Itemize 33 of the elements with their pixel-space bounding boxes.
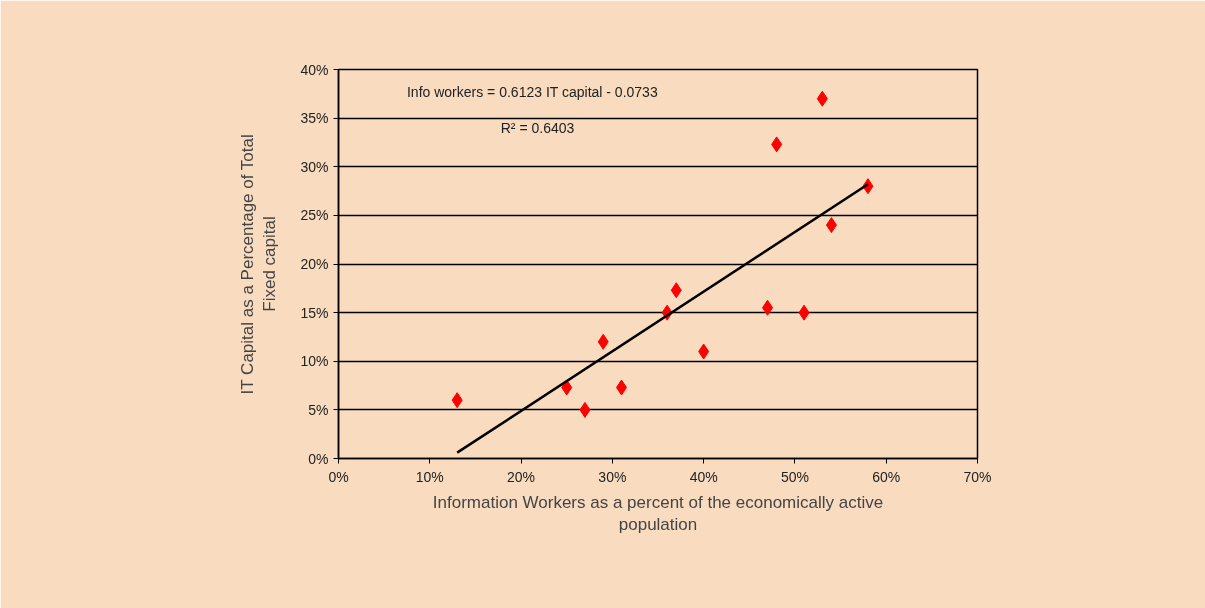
point — [451, 392, 463, 409]
x-tick-label: 60% — [872, 468, 901, 485]
x-tick-label: 10% — [415, 468, 444, 485]
x-tick-label: 20% — [507, 468, 536, 485]
y-tick-label: 0% — [308, 450, 329, 467]
x-tick-label: 30% — [598, 468, 627, 485]
y-axis-title: IT Capital as a Percentage of Total Fixed capital — [237, 134, 280, 395]
point — [597, 333, 609, 350]
x-tick-label: 70% — [963, 468, 992, 485]
y-tick-label: 25% — [300, 207, 329, 224]
annotation: R² = 0.6403 — [500, 119, 575, 136]
point — [561, 379, 573, 396]
x-tick-label: 0% — [328, 468, 349, 485]
point — [670, 282, 682, 299]
point — [698, 343, 710, 360]
y-tick-label: 10% — [300, 353, 329, 370]
point — [771, 136, 783, 153]
point — [825, 217, 837, 234]
point — [816, 90, 828, 107]
x-axis-title: Information Workers as a percent of the economically active population — [432, 492, 884, 535]
point — [762, 299, 774, 316]
y-tick-label: 20% — [300, 256, 329, 272]
x-tick-label: 40% — [689, 468, 718, 485]
y-tick-label: 40% — [300, 61, 329, 78]
point — [798, 304, 810, 321]
x-tick-label: 50% — [780, 468, 809, 485]
y-tick-label: 15% — [300, 304, 329, 321]
y-tick-label: 35% — [300, 110, 329, 127]
point — [615, 379, 627, 396]
point — [579, 401, 591, 418]
y-tick-label: 5% — [308, 401, 329, 418]
annotation: Info workers = 0.6123 IT capital - 0.0733 — [406, 83, 658, 100]
y-tick-label: 30% — [300, 158, 329, 175]
